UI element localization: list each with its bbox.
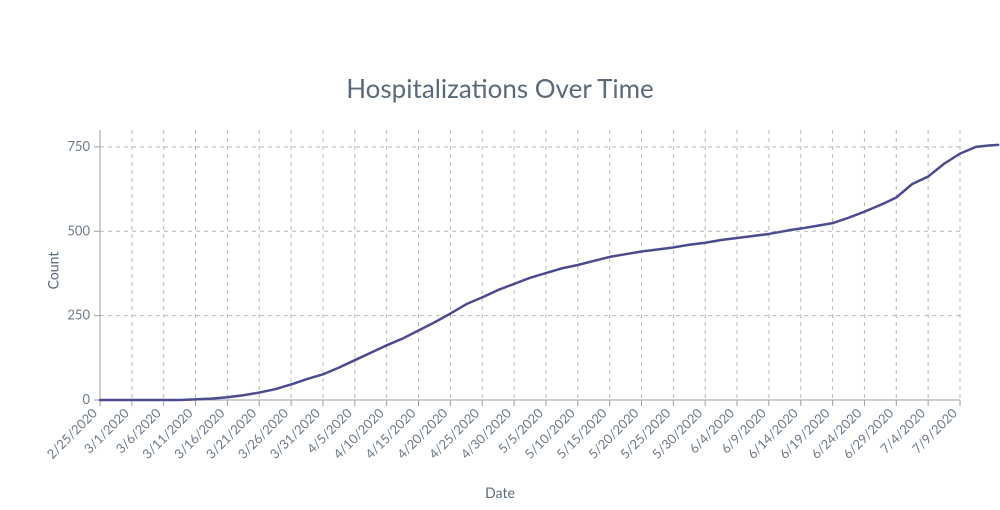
chart-svg: 02505007502/25/20203/1/20203/6/20203/11/…	[0, 0, 1000, 510]
line-chart: Hospitalizations Over Time Count Date 02…	[0, 0, 1000, 510]
y-tick-label: 750	[67, 138, 90, 154]
y-tick-label: 500	[67, 222, 90, 238]
series-line-hospitalizations	[100, 145, 998, 400]
y-tick-label: 250	[67, 307, 90, 323]
y-tick-label: 0	[82, 391, 90, 407]
